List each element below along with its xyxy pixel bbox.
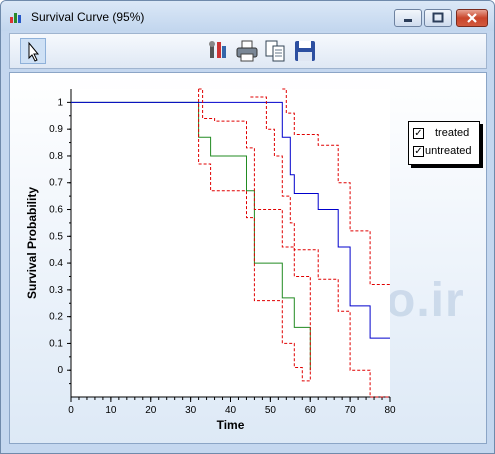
minimize-button[interactable] [394, 9, 422, 27]
toolbar [9, 33, 487, 69]
x-tick-label: 0 [68, 405, 74, 416]
y-tick-label: 0 [57, 365, 63, 376]
title-bar[interactable]: Survival Curve (95%) [1, 1, 494, 31]
x-tick-label: 50 [265, 405, 277, 416]
x-tick-label: 40 [225, 405, 237, 416]
close-button[interactable] [456, 9, 488, 27]
tools-icon [209, 41, 226, 58]
settings-tool-button[interactable] [205, 38, 231, 64]
y-tick-label: 0.3 [49, 285, 63, 296]
y-tick-label: 0.6 [49, 205, 63, 216]
survival-chart[interactable]: 00.10.20.30.40.50.60.70.80.910 10 20 30 40 50… [10, 73, 486, 443]
pointer-icon [28, 41, 40, 62]
confidence-band-line-4 [250, 96, 390, 398]
y-axis-label: Survival Probability [25, 187, 39, 299]
confidence-band-line-2 [198, 89, 311, 382]
y-tick-label: 0.9 [49, 124, 63, 135]
plot-area [71, 89, 390, 397]
survival-line-untreated [71, 101, 390, 339]
save-tool-button[interactable] [292, 38, 318, 64]
confidence-band-line-3 [198, 88, 311, 371]
y-tick-label: 0.5 [49, 231, 63, 242]
x-tick-label: 70 [345, 405, 357, 416]
minimize-icon [404, 19, 412, 22]
window-title: Survival Curve (95%) [31, 10, 145, 24]
y-tick-label: 0.4 [49, 258, 63, 269]
save-disk-icon [295, 41, 315, 61]
x-axis-label: Time [217, 418, 245, 432]
legend: ✓ treated ✓ untreated [408, 121, 480, 165]
legend-label-treated: treated [435, 127, 470, 139]
chart-app-icon [10, 13, 21, 23]
x-tick-label: 30 [185, 405, 197, 416]
treated-checkbox[interactable]: ✓ [413, 128, 424, 139]
confidence-band-line-5 [282, 88, 390, 285]
x-tick-label: 10 [105, 405, 117, 416]
pointer-tool-button[interactable] [20, 38, 46, 64]
legend-label-untreated: untreated [425, 145, 472, 157]
y-tick-label: 1 [57, 97, 63, 108]
x-tick-label: 80 [384, 405, 396, 416]
y-tick-label: 0.8 [49, 151, 63, 162]
x-tick-label: 20 [145, 405, 157, 416]
untreated-checkbox[interactable]: ✓ [413, 146, 424, 157]
print-tool-button[interactable] [234, 38, 260, 64]
maximize-button[interactable] [424, 9, 452, 27]
copy-tool-button[interactable] [263, 38, 289, 64]
y-tick-label: 0.7 [49, 178, 63, 189]
y-tick-label: 0.2 [49, 312, 63, 323]
printer-icon [236, 40, 258, 62]
y-tick-label: 0.1 [49, 338, 63, 349]
maximize-icon [432, 12, 444, 23]
plot-panel: pishgam-bio.ir 00.10.20.30.40.50.60.70.8… [9, 72, 487, 444]
close-icon [467, 13, 477, 23]
copy-icon [265, 40, 285, 62]
x-tick-label: 60 [305, 405, 317, 416]
